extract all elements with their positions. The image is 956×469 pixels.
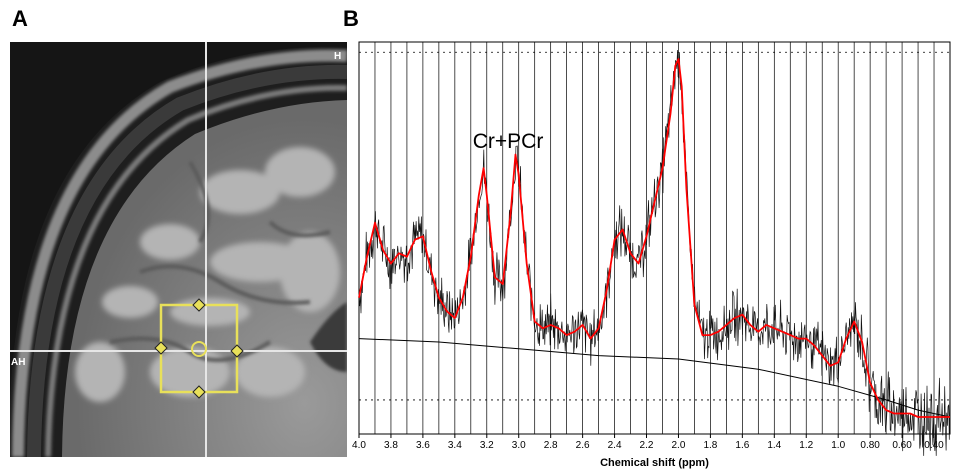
x-tick-label: 2.6 [576,440,590,451]
gyri [75,147,340,402]
x-tick-label: 2.2 [640,440,654,451]
ventricle [310,302,347,372]
x-tick-label: 3.6 [416,440,430,451]
orientation-label-top-right: H [334,51,341,62]
mri-image: H AH [10,42,347,457]
fitted-spectrum-line [358,58,950,418]
x-tick-label: 3.2 [480,440,494,451]
series-lines [358,58,951,418]
voxel-handle-right[interactable] [230,344,244,358]
x-tick-label: 4.0 [352,440,366,451]
x-tick-label: 0.80 [860,440,880,451]
x-tick-label: 2.4 [608,440,622,451]
voxel-center[interactable] [191,341,207,357]
scalp-band [12,49,347,457]
baseline-line [358,338,951,418]
x-tick-label: 2.0 [672,440,686,451]
sulci [109,160,331,362]
plot-frame [358,41,951,435]
voxel-handle-top[interactable] [192,298,206,312]
x-ticks: 4.0 3.8 3.6 3.4 3.2 3.0 2.8 2.6 2.4 2.2 2.0 1.8 1.6 1… [352,434,944,451]
voxel-handle-bottom[interactable] [192,385,206,399]
x-tick-label: 1.6 [735,440,749,451]
x-tick-label: 3.4 [448,440,462,451]
panel-b-label: B [343,6,359,31]
bone-marrow-band [45,84,347,457]
x-tick-label: 3.8 [384,440,398,451]
x-axis-label: Chemical shift (ppm) [600,457,709,469]
skull-band [27,64,347,457]
voxel-handle-left[interactable] [154,341,168,355]
raw-spectrum [358,49,951,456]
x-tick-label: 1.4 [767,440,781,451]
orientation-label-left: AH [11,357,25,368]
horizontal-grid [359,51,950,401]
spectrum-chart: 4.0 3.8 3.6 3.4 3.2 3.0 2.8 2.6 2.4 2.2 2.0 1.8 1.6 1… [352,41,951,469]
scalp-outer [10,42,347,402]
raw-spectrum-line [358,49,951,456]
x-tick-label: 1.2 [799,440,813,451]
grid [358,41,951,435]
x-tick-label: 1.8 [703,440,717,451]
annotation-cr-pcr: Cr+PCr [473,130,544,153]
x-tick-label: 3.0 [512,440,526,451]
panel-a-label: A [12,6,28,31]
x-tick-label: 2.8 [544,440,558,451]
voxel-handles[interactable] [154,298,244,399]
x-tick-label: 1.0 [831,440,845,451]
